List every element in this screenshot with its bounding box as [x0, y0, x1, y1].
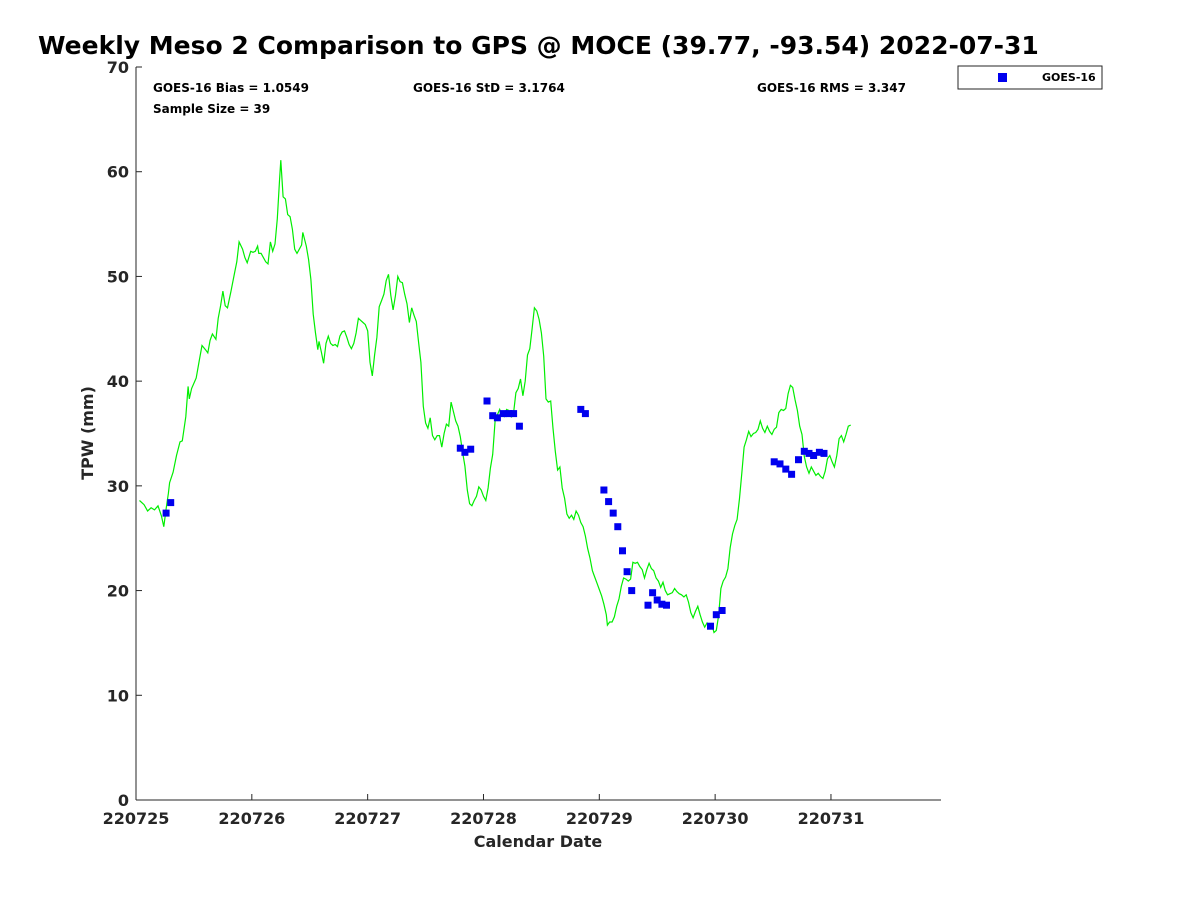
x-tick-label: 220730	[682, 809, 749, 828]
data-point-goes16	[653, 596, 661, 604]
data-point-goes16	[493, 414, 501, 422]
series-layer	[139, 160, 851, 634]
data-point-goes16	[815, 448, 823, 456]
y-tick-label: 40	[107, 372, 129, 391]
y-axis-ticks: 0 10 20 30 40 50 60 70	[107, 58, 142, 810]
data-point-goes16	[461, 448, 469, 456]
data-point-goes16	[658, 600, 666, 608]
data-point-goes16	[820, 449, 828, 457]
data-point-goes16	[505, 410, 513, 418]
x-tick-label: 220728	[450, 809, 517, 828]
data-point-goes16	[614, 523, 622, 531]
data-point-goes16	[718, 607, 726, 614]
data-point-goes16	[467, 445, 475, 453]
data-point-goes16	[707, 622, 714, 630]
legend: GOES-16	[957, 65, 1103, 90]
data-point-goes16	[628, 587, 636, 595]
x-tick-label: 220727	[334, 809, 401, 828]
data-point-goes16	[712, 611, 720, 619]
data-point-goes16	[167, 499, 175, 507]
x-tick-label: 220729	[566, 809, 633, 828]
data-point-goes16	[577, 405, 585, 413]
data-point-goes16	[581, 410, 589, 418]
x-tick-label: 220726	[218, 809, 285, 828]
data-point-goes16	[795, 456, 802, 464]
y-tick-label: 60	[107, 163, 129, 182]
data-point-goes16	[609, 509, 617, 517]
legend-box	[957, 65, 1103, 90]
rms-stat: GOES-16 RMS = 3.347	[757, 81, 906, 95]
data-point-goes16	[499, 410, 507, 418]
chart-title: Weekly Meso 2 Comparison to GPS @ MOCE (…	[38, 31, 1039, 60]
data-point-goes16	[649, 589, 657, 597]
y-axis-label: TPW (mm)	[78, 386, 97, 480]
plot-background	[136, 67, 941, 800]
stats-block: GOES-16 Bias = 1.0549 GOES-16 StD = 3.17…	[153, 81, 906, 116]
data-point-goes16	[489, 412, 497, 420]
x-tick-label: 220731	[798, 809, 865, 828]
std-stat: GOES-16 StD = 3.1764	[413, 81, 565, 95]
y-tick-label: 0	[118, 791, 129, 810]
data-point-goes16	[600, 486, 608, 494]
data-point-goes16	[800, 447, 808, 455]
y-tick-label: 10	[107, 686, 129, 705]
y-tick-label: 30	[107, 477, 129, 496]
data-point-goes16	[788, 470, 796, 478]
data-point-goes16	[810, 452, 818, 459]
data-point-goes16	[515, 422, 523, 430]
x-axis-ticks: 220725 220726 220727 220728 220729 220730 2207…	[103, 794, 865, 828]
y-tick-label: 50	[107, 267, 129, 286]
y-tick-label: 70	[107, 58, 129, 77]
data-point-goes16	[162, 509, 170, 517]
data-point-goes16	[770, 458, 778, 466]
data-point-goes16	[456, 444, 464, 452]
data-point-goes16	[483, 397, 491, 405]
data-point-goes16	[619, 547, 626, 555]
data-point-goes16	[805, 449, 813, 457]
plot-area	[135, 67, 941, 801]
legend-label-goes16: GOES-16	[1042, 71, 1096, 84]
y-tick-label: 20	[107, 582, 129, 601]
data-point-goes16	[776, 460, 784, 468]
bias-stat: GOES-16 Bias = 1.0549	[153, 81, 309, 95]
data-point-goes16	[782, 465, 790, 473]
data-point-goes16	[663, 601, 670, 609]
data-point-goes16	[644, 601, 652, 609]
data-point-goes16	[510, 410, 518, 418]
legend-marker-goes16	[998, 73, 1007, 82]
x-tick-label: 220725	[103, 809, 170, 828]
data-point-goes16	[623, 568, 631, 576]
data-point-goes16	[605, 498, 613, 506]
x-axis-label: Calendar Date	[474, 832, 603, 851]
sample-size-stat: Sample Size = 39	[153, 102, 270, 116]
